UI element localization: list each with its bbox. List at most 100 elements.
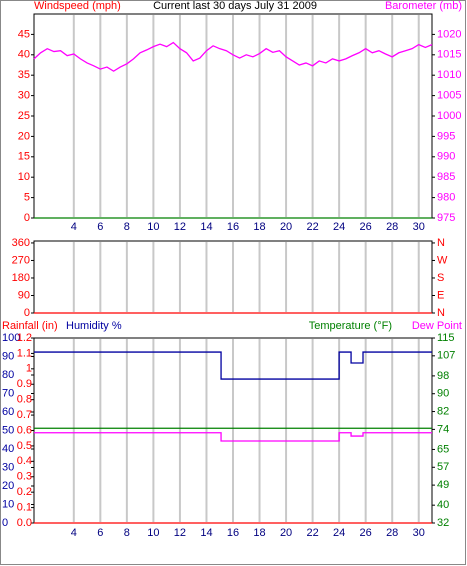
y-axis-label: Humidity % [66, 320, 122, 332]
y-tick-label: 30 [2, 461, 14, 473]
y-tick-label: 0 [24, 307, 30, 319]
y2-tick-label: 57 [437, 461, 449, 473]
y3-tick-label: 1 [26, 363, 32, 375]
y-tick-label: 0 [2, 517, 8, 529]
y3-tick-label: 0.4 [17, 455, 32, 467]
y3-tick-label: 1.1 [17, 347, 32, 359]
y-tick-label: 0 [24, 212, 30, 224]
y2-tick-label: 980 [437, 192, 455, 204]
y-tick-label: 20 [2, 480, 14, 492]
y-tick-label: 40 [18, 49, 30, 61]
x-tick-label: 30 [413, 221, 425, 233]
x-tick-label: 18 [253, 527, 265, 539]
y-tick-label: 10 [18, 171, 30, 183]
y3-tick-label: 0.1 [17, 501, 32, 513]
y2-tick-label: 1005 [437, 90, 461, 102]
x-tick-label: 8 [124, 527, 130, 539]
y-tick-label: 60 [2, 406, 14, 418]
x-tick-label: 28 [386, 221, 398, 233]
y3-tick-label: 0.8 [17, 394, 32, 406]
data-line [34, 351, 432, 380]
x-tick-label: 26 [360, 527, 372, 539]
x-tick-label: 8 [124, 221, 130, 233]
y3-tick-label: 0.3 [17, 471, 32, 483]
y-tick-label: 50 [2, 424, 14, 436]
x-tick-label: 20 [280, 527, 292, 539]
x-tick-label: 26 [360, 221, 372, 233]
y-tick-label: 15 [18, 151, 30, 163]
y-tick-label: 90 [2, 350, 14, 362]
y2-tick-label: N [437, 307, 445, 319]
y3-tick-label: 0.6 [17, 424, 32, 436]
y2-tick-label: 975 [437, 212, 455, 224]
y-tick-label: 270 [12, 254, 30, 266]
y2-tick-label: N [437, 237, 445, 249]
y2-tick-label: 82 [437, 405, 449, 417]
x-tick-label: 4 [71, 221, 77, 233]
y-tick-label: 35 [18, 69, 30, 81]
data-line [34, 432, 432, 442]
y2-tick-label: 985 [437, 171, 455, 183]
y3-tick-label: 0.7 [17, 409, 32, 421]
legend-label: Dew Point [412, 320, 462, 332]
y-tick-label: 5 [24, 192, 30, 204]
x-tick-label: 20 [280, 221, 292, 233]
y2-tick-label: 107 [437, 350, 455, 362]
x-tick-label: 24 [333, 527, 345, 539]
x-tick-label: 16 [227, 527, 239, 539]
y2-tick-label: 990 [437, 151, 455, 163]
y-tick-label: 10 [2, 498, 14, 510]
y2-tick-label: 115 [437, 332, 455, 344]
y3-tick-label: 0.2 [17, 486, 32, 498]
chart-title: Current last 30 days July 31 2009 [153, 0, 317, 12]
x-tick-label: 16 [227, 221, 239, 233]
y-tick-label: 100 [2, 332, 20, 344]
x-tick-label: 14 [200, 221, 212, 233]
y-tick-label: 360 [12, 237, 30, 249]
y2-tick-label: 65 [437, 443, 449, 455]
x-tick-label: 28 [386, 527, 398, 539]
y-tick-label: 70 [2, 387, 14, 399]
y-tick-label: 20 [18, 130, 30, 142]
y-tick-label: 45 [18, 28, 30, 40]
x-tick-label: 30 [413, 527, 425, 539]
y2-tick-label: 1000 [437, 110, 461, 122]
y3-tick-label: 0.5 [17, 440, 32, 452]
y-tick-label: 180 [12, 272, 30, 284]
y2-tick-label: 1020 [437, 28, 461, 40]
y2-axis-label: Temperature (°F) [309, 320, 392, 332]
y-tick-label: 80 [2, 369, 14, 381]
y2-tick-label: 40 [437, 499, 449, 511]
y-tick-label: 40 [2, 443, 14, 455]
x-tick-label: 24 [333, 221, 345, 233]
y2-tick-label: 995 [437, 130, 455, 142]
y2-tick-label: 98 [437, 370, 449, 382]
y3-tick-label: 0.0 [17, 517, 32, 529]
y3-axis-label: Rainfall (in) [2, 320, 58, 332]
y-axis-label: Windspeed (mph) [34, 0, 121, 12]
x-tick-label: 10 [147, 527, 159, 539]
y2-tick-label: 1010 [437, 69, 461, 81]
y2-tick-label: 74 [437, 423, 449, 435]
y2-tick-label: W [437, 254, 448, 266]
y3-tick-label: 1.2 [17, 332, 32, 344]
x-tick-label: 12 [174, 221, 186, 233]
y2-tick-label: 49 [437, 479, 449, 491]
x-tick-label: 6 [97, 527, 103, 539]
x-tick-label: 22 [306, 221, 318, 233]
x-tick-label: 14 [200, 527, 212, 539]
y2-tick-label: S [437, 272, 444, 284]
x-tick-label: 18 [253, 221, 265, 233]
y3-tick-label: 0.9 [17, 378, 32, 390]
y2-axis-label: Barometer (mb) [385, 0, 462, 12]
y-tick-label: 90 [18, 289, 30, 301]
y-tick-label: 30 [18, 90, 30, 102]
y2-tick-label: 1015 [437, 49, 461, 61]
x-tick-label: 4 [71, 527, 77, 539]
y2-tick-label: 32 [437, 517, 449, 529]
y2-tick-label: E [437, 289, 444, 301]
x-tick-label: 22 [306, 527, 318, 539]
x-tick-label: 10 [147, 221, 159, 233]
data-line [33, 41, 433, 72]
